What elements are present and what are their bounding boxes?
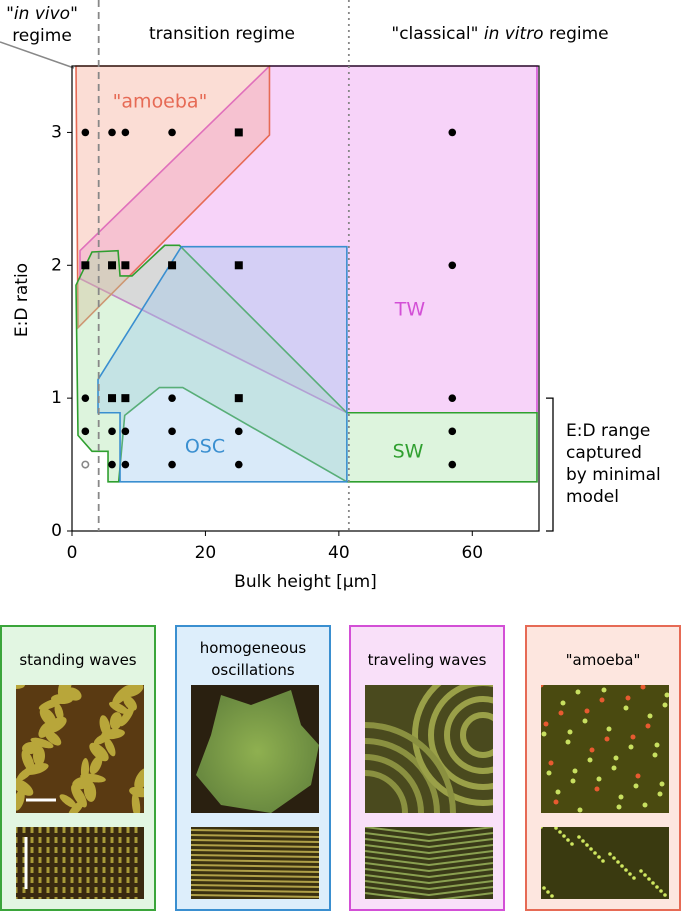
data-point <box>234 460 243 469</box>
data-point <box>108 128 116 137</box>
micrograph <box>541 685 669 813</box>
regime-label: "classical" in vitro regime <box>391 24 608 44</box>
region <box>97 245 348 483</box>
y-tick-label: 1 <box>51 388 62 408</box>
panel-title-line: traveling waves <box>367 651 487 669</box>
panel-title: traveling waves <box>351 649 503 671</box>
pointer-line <box>0 41 75 69</box>
panel-title: "amoeba" <box>527 649 679 671</box>
micrograph <box>365 685 493 813</box>
y-tick-label: 2 <box>51 255 62 275</box>
x-tick-label: 40 <box>328 543 350 563</box>
panel-title: standing waves <box>2 649 154 671</box>
data-point <box>108 460 116 469</box>
panel-title-line: oscillations <box>211 661 295 679</box>
data-point <box>81 128 90 137</box>
y-tick-label: 3 <box>51 122 62 142</box>
data-point <box>168 460 176 469</box>
data-point <box>234 394 243 403</box>
regime-label-part: " <box>6 4 14 24</box>
panel: homogeneous oscillations <box>175 625 331 911</box>
x-tick-label: 20 <box>195 543 217 563</box>
y-tick-label: 0 <box>51 521 62 541</box>
panel: traveling waves <box>349 625 505 911</box>
bracket <box>546 397 554 532</box>
panel-title: homogeneous oscillations <box>177 637 329 681</box>
region-label: SW <box>393 441 424 463</box>
y-axis-title: E:D ratio <box>12 263 32 337</box>
data-point <box>81 427 90 436</box>
bracket-label: model <box>566 487 619 507</box>
micrograph <box>16 827 144 899</box>
data-point <box>448 394 457 402</box>
panel: "amoeba" <box>525 625 681 911</box>
micrograph <box>365 827 493 899</box>
data-point <box>448 460 457 469</box>
panel-title-line: standing waves <box>19 651 137 669</box>
micrograph <box>191 685 319 813</box>
data-point <box>448 128 457 137</box>
data-point <box>108 261 117 270</box>
data-point <box>168 261 177 270</box>
data-point <box>448 427 457 436</box>
data-point <box>121 394 130 403</box>
regime-label-part: " <box>70 4 78 24</box>
data-point <box>168 128 176 137</box>
regime-label-part: transition regime <box>149 24 295 44</box>
regime-label-part: regime <box>544 24 609 44</box>
regime-label: transition regime <box>149 24 295 44</box>
data-point <box>234 128 243 137</box>
regime-label: regime <box>12 26 72 46</box>
regime-label: "in vivo" <box>6 4 78 24</box>
panel: standing waves <box>0 625 156 911</box>
panel-title-line: homogeneous <box>199 639 307 657</box>
panel-title-line: "amoeba" <box>565 651 641 669</box>
data-point <box>108 427 116 436</box>
region-label: TW <box>394 299 426 321</box>
regime-label-part: in vitro <box>484 24 544 44</box>
data-point <box>168 427 176 436</box>
data-point <box>121 261 130 270</box>
data-point <box>448 261 457 270</box>
data-point <box>121 128 130 137</box>
data-point <box>121 427 130 436</box>
bracket-label: captured <box>566 443 642 463</box>
micrograph <box>191 827 319 899</box>
region <box>75 244 538 483</box>
region-label: OSC <box>185 436 225 458</box>
plot-frame <box>71 65 540 532</box>
data-point <box>234 427 243 436</box>
bracket-label: by minimal <box>566 465 661 485</box>
x-tick-label: 0 <box>67 543 78 563</box>
data-point <box>81 261 90 270</box>
x-axis-title: Bulk height [μm] <box>234 572 377 592</box>
chart: TW "amoeba" SW OSC 0 20 40 60 0 1 2 3 Bulk height [μ… <box>0 0 661 592</box>
x-tick-label: 60 <box>461 543 483 563</box>
data-point <box>81 460 90 469</box>
data-point <box>81 394 90 402</box>
micrograph <box>16 685 144 813</box>
data-point <box>121 460 130 469</box>
data-point <box>234 261 243 270</box>
regime-label-part: in vivo <box>14 4 70 24</box>
data-point <box>168 394 176 402</box>
micrograph <box>541 827 669 899</box>
regime-label-part: "classical" <box>391 24 483 44</box>
data-point <box>108 394 117 403</box>
region-label: "amoeba" <box>113 91 208 113</box>
bracket-label: E:D range <box>566 421 650 441</box>
